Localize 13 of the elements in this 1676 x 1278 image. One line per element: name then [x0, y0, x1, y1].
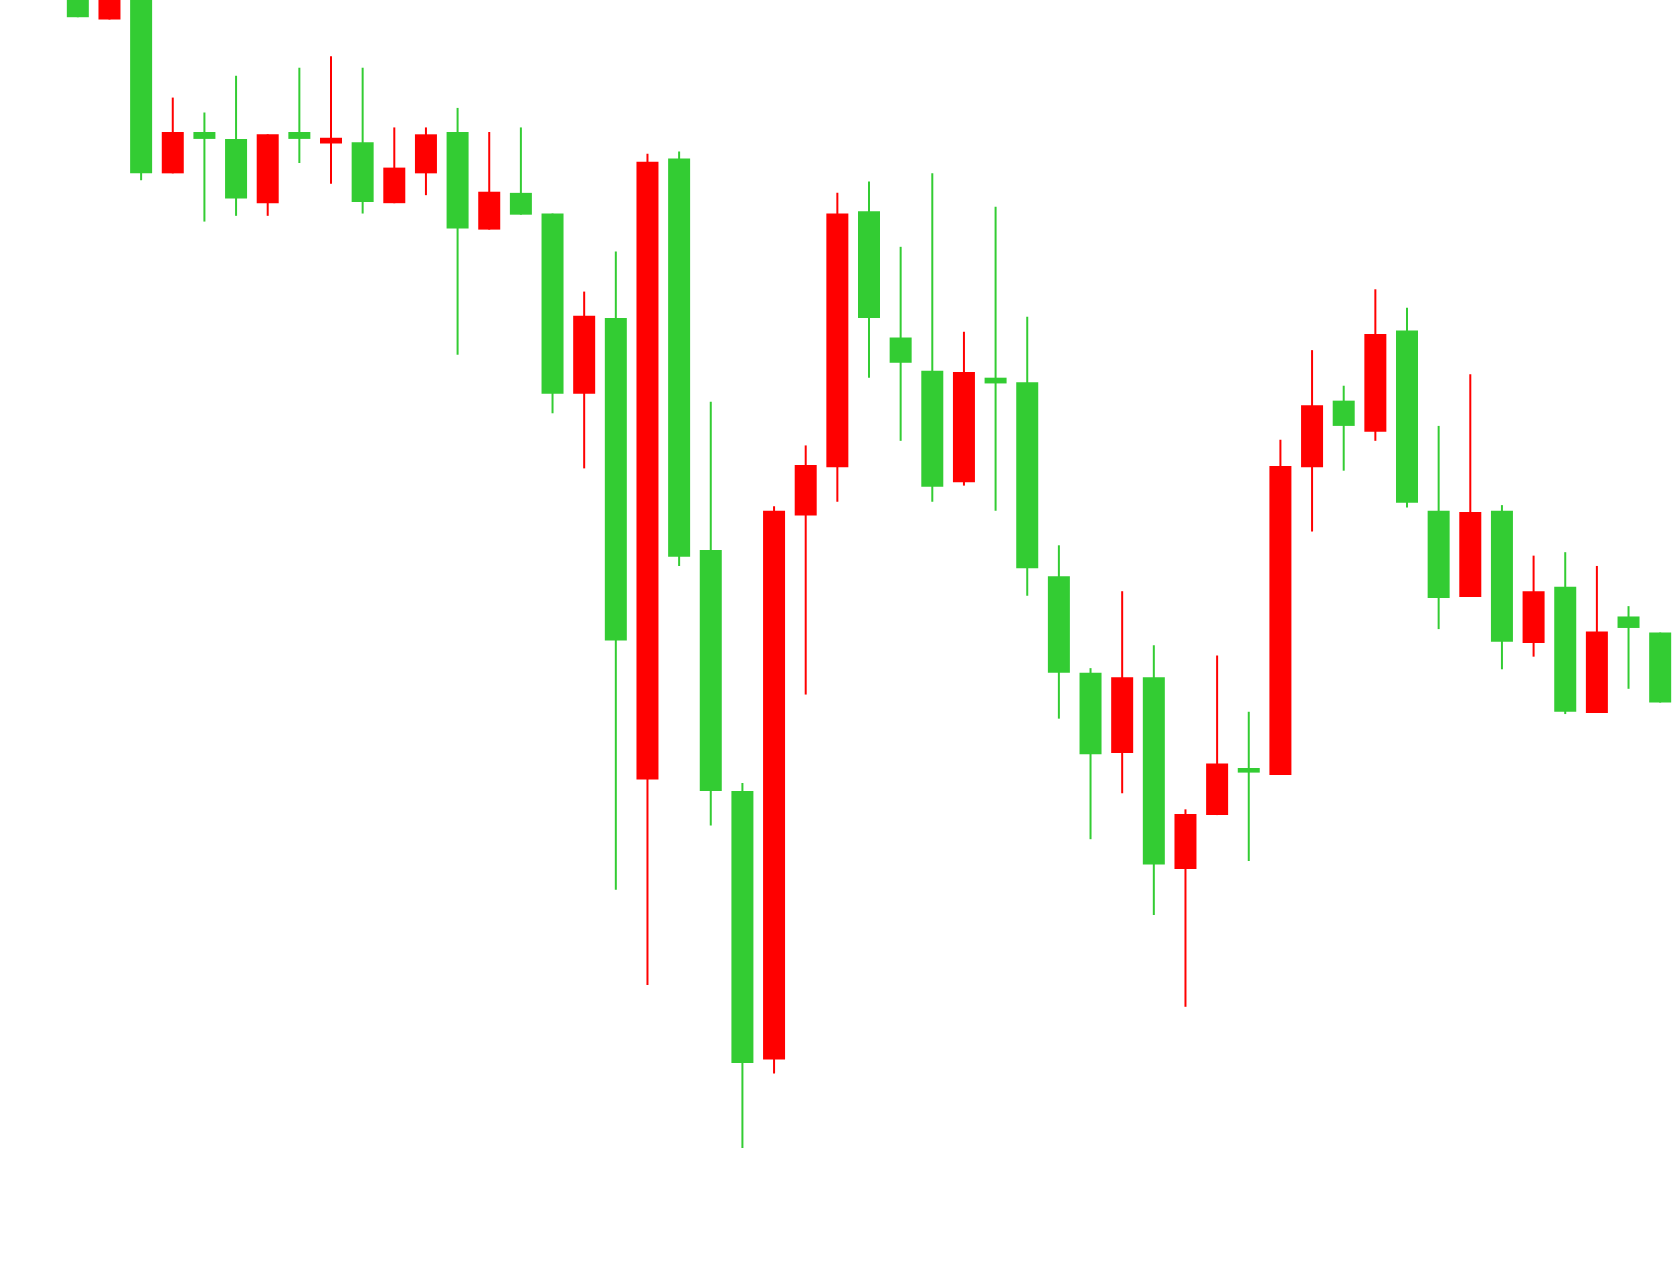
candlestick [889, 245, 912, 442]
candlestick [193, 111, 216, 223]
candlestick [1617, 605, 1640, 690]
candlestick [1237, 710, 1260, 862]
candlestick [288, 66, 311, 165]
candlestick [98, 0, 121, 21]
candlestick [161, 96, 184, 175]
candlestick [1332, 384, 1355, 472]
candlestick [414, 126, 437, 197]
candlestick [320, 55, 342, 185]
candlestick [509, 126, 532, 216]
candlestick [478, 131, 501, 231]
candlestick [383, 126, 406, 205]
